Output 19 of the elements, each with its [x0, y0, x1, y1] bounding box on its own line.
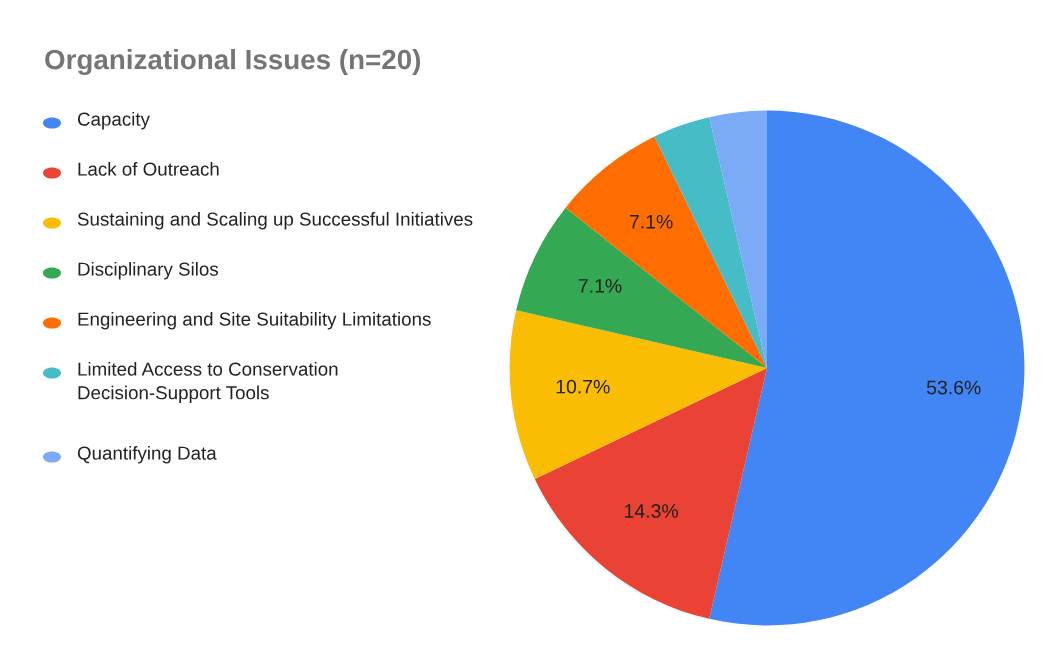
chart-title: Organizational Issues (n=20): [45, 48, 421, 76]
data-label: 10.7%: [556, 379, 610, 394]
legend-label: Capacity: [77, 112, 150, 130]
pie-slice: [516, 207, 767, 368]
legend-label: Limited Access to Conservation Decision-Support Tools: [78, 362, 338, 404]
legend-label: Disciplinary Silos: [78, 262, 219, 280]
legend-label: Lack of Outreach: [78, 162, 219, 176]
data-label: 53.6%: [926, 380, 981, 395]
pie-slice: [534, 368, 767, 619]
pie-slice: [509, 310, 767, 480]
legend-label: Engineering and Site Suitability Limitations: [78, 312, 431, 330]
legend-label: Sustaining and Scaling up Successful Initiatives: [77, 212, 473, 230]
pie-slice: [709, 110, 1025, 626]
data-label: 7.1%: [629, 214, 673, 229]
data-label: 14.3%: [625, 504, 678, 518]
pie-slice: [709, 110, 767, 368]
data-label: 7.1%: [578, 279, 622, 293]
legend-label: Quantifying Data: [77, 446, 217, 464]
pie-slice: [565, 136, 767, 368]
